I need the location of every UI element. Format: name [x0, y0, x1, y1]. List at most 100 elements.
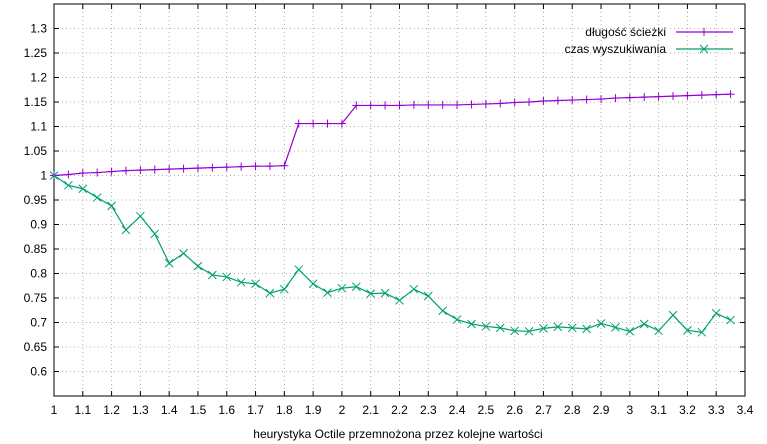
- data-point: [179, 164, 188, 173]
- data-point: [553, 322, 563, 332]
- data-point: [265, 288, 275, 298]
- y-tick-label: 1.3: [30, 22, 47, 36]
- data-point: [625, 93, 634, 102]
- y-tick-label: 1.05: [24, 144, 48, 158]
- data-point: [193, 261, 203, 271]
- y-tick-label: 0.9: [30, 218, 47, 232]
- data-point: [467, 100, 476, 109]
- data-point: [366, 289, 376, 298]
- data-point: [409, 100, 418, 109]
- x-tick-label: 3.3: [708, 403, 725, 417]
- series-search-time: [49, 171, 735, 337]
- x-tick-label: 1: [51, 403, 58, 417]
- x-tick-label: 2.1: [362, 403, 379, 417]
- data-point: [539, 97, 548, 106]
- data-point: [697, 327, 707, 337]
- legend-marker: [700, 28, 708, 36]
- data-point: [423, 291, 433, 301]
- data-point: [496, 99, 505, 108]
- x-tick-label: 1.6: [218, 403, 235, 417]
- data-point: [654, 326, 663, 336]
- x-tick-label: 2: [339, 403, 346, 417]
- data-point: [697, 91, 706, 100]
- data-point: [92, 193, 102, 202]
- x-tick-label: 1.2: [103, 403, 120, 417]
- data-point: [381, 101, 390, 110]
- series-path-length: [50, 90, 735, 180]
- data-point: [64, 170, 73, 179]
- data-point: [165, 165, 174, 174]
- y-tick-label: 1: [40, 169, 47, 183]
- series-line: [53, 175, 731, 333]
- x-tick-label: 1.3: [132, 403, 149, 417]
- data-point: [208, 163, 217, 172]
- data-point: [654, 92, 663, 101]
- data-point: [611, 323, 620, 332]
- data-point: [568, 96, 577, 105]
- x-tick-label: 2.4: [449, 403, 466, 417]
- data-point: [323, 119, 332, 128]
- data-point: [236, 277, 246, 287]
- data-point: [294, 119, 303, 128]
- y-tick-label: 0.75: [24, 291, 48, 305]
- data-point: [438, 306, 448, 316]
- data-point: [251, 162, 260, 171]
- data-point: [380, 288, 390, 298]
- data-point: [567, 323, 577, 333]
- data-point: [726, 315, 735, 325]
- data-point: [683, 91, 692, 100]
- data-point: [222, 163, 231, 172]
- data-point: [611, 94, 620, 103]
- x-tick-label: 3.1: [650, 403, 667, 417]
- x-tick-label: 1.8: [276, 403, 293, 417]
- x-tick-label: 3: [626, 403, 633, 417]
- y-tick-label: 0.6: [30, 365, 47, 379]
- data-point: [107, 201, 116, 211]
- x-tick-label: 1.5: [190, 403, 207, 417]
- data-point: [366, 101, 375, 110]
- legend-label-path-length: długość ścieżki: [585, 25, 666, 39]
- x-tick-label: 2.5: [478, 403, 495, 417]
- data-point: [467, 319, 476, 329]
- legend-label-search-time: czas wyszukiwania: [565, 42, 667, 56]
- data-point: [280, 161, 289, 170]
- data-point: [193, 164, 202, 173]
- data-point: [668, 310, 678, 320]
- data-point: [596, 319, 606, 328]
- y-tick-label: 1.2: [30, 71, 47, 85]
- data-point: [582, 95, 591, 104]
- data-point: [510, 98, 519, 107]
- data-point: [495, 323, 505, 333]
- data-point: [582, 324, 591, 334]
- x-tick-label: 2.6: [506, 403, 523, 417]
- y-tick-label: 0.85: [24, 242, 48, 256]
- data-point: [395, 296, 404, 305]
- data-point: [265, 162, 274, 171]
- data-point: [337, 119, 346, 128]
- data-point: [481, 99, 490, 108]
- data-point: [107, 167, 116, 176]
- data-point: [150, 229, 160, 239]
- data-point: [510, 326, 520, 336]
- series: [49, 90, 735, 337]
- x-tick-label: 1.4: [161, 403, 178, 417]
- data-point: [337, 283, 347, 293]
- data-point: [237, 162, 246, 171]
- data-point: [150, 165, 159, 174]
- x-tick-label: 3.4: [737, 403, 754, 417]
- data-point: [625, 326, 635, 336]
- x-tick-label: 2.7: [535, 403, 552, 417]
- data-point: [438, 100, 447, 109]
- data-point: [308, 279, 318, 289]
- data-point: [351, 282, 361, 292]
- data-point: [525, 98, 534, 106]
- x-tick-label: 2.8: [564, 403, 581, 417]
- x-tick-labels: 1 1.1 1.2 1.3 1.4 1.5 1.6 1.7 1.8 1.9 2 2.1 2.2 2.3 2.…: [51, 403, 754, 417]
- data-point: [251, 279, 260, 289]
- data-point: [136, 166, 145, 175]
- data-point: [93, 168, 102, 177]
- series-line: [53, 93, 731, 177]
- x-tick-label: 1.1: [74, 403, 91, 417]
- data-point: [323, 288, 332, 297]
- data-point: [524, 326, 534, 336]
